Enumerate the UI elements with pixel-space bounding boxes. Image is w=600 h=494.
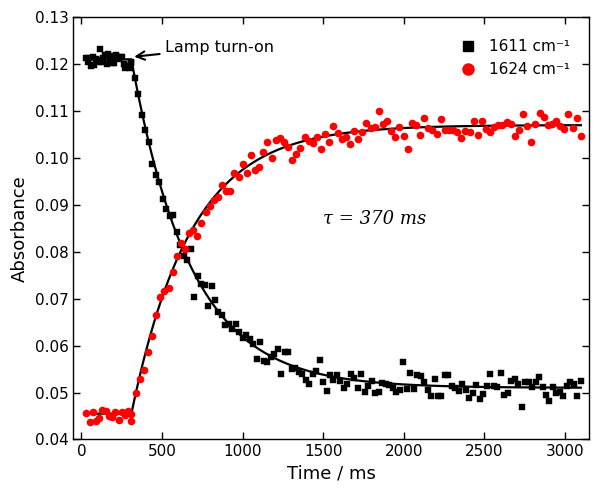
Text: Lamp turn-on: Lamp turn-on bbox=[136, 40, 274, 60]
X-axis label: Time / ms: Time / ms bbox=[287, 465, 376, 483]
Legend: 1611 cm⁻¹, 1624 cm⁻¹: 1611 cm⁻¹, 1624 cm⁻¹ bbox=[446, 33, 576, 83]
Text: τ = 370 ms: τ = 370 ms bbox=[323, 210, 427, 228]
Y-axis label: Absorbance: Absorbance bbox=[11, 175, 29, 282]
